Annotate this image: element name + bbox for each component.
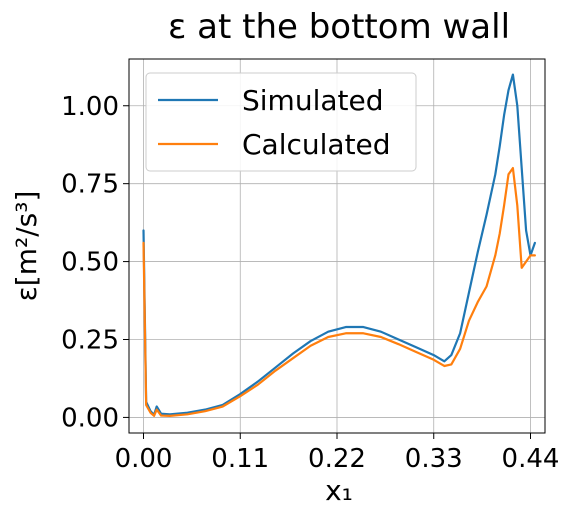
y-axis: 0.00 0.25 0.50 0.75 1.00 bbox=[61, 92, 129, 433]
legend-label-simulated: Simulated bbox=[242, 84, 384, 117]
chart-title: ε at the bottom wall bbox=[168, 7, 510, 47]
legend: Simulated Calculated bbox=[145, 72, 417, 172]
series-line-calculated bbox=[142, 166, 536, 417]
y-tick-label: 0.00 bbox=[61, 403, 119, 433]
y-tick-label: 0.50 bbox=[61, 248, 119, 278]
y-tick-label: 0.75 bbox=[61, 170, 119, 200]
y-tick-label: 1.00 bbox=[61, 92, 119, 122]
series-line-simulated bbox=[142, 73, 536, 417]
x-tick-label: 0.44 bbox=[502, 444, 560, 474]
x-tick-label: 0.22 bbox=[308, 444, 366, 474]
x-tick-label: 0.00 bbox=[115, 444, 173, 474]
y-tick-label: 0.25 bbox=[61, 326, 119, 356]
x-axis: 0.00 0.11 0.22 0.33 0.44 bbox=[115, 433, 560, 474]
x-tick-label: 0.11 bbox=[211, 444, 269, 474]
series-lines bbox=[142, 73, 536, 417]
legend-box bbox=[145, 72, 417, 172]
legend-label-calculated: Calculated bbox=[242, 128, 391, 161]
x-axis-title: x₁ bbox=[325, 474, 353, 507]
y-axis-title: ε[m²/s³] bbox=[10, 191, 43, 302]
x-tick-label: 0.33 bbox=[405, 444, 463, 474]
